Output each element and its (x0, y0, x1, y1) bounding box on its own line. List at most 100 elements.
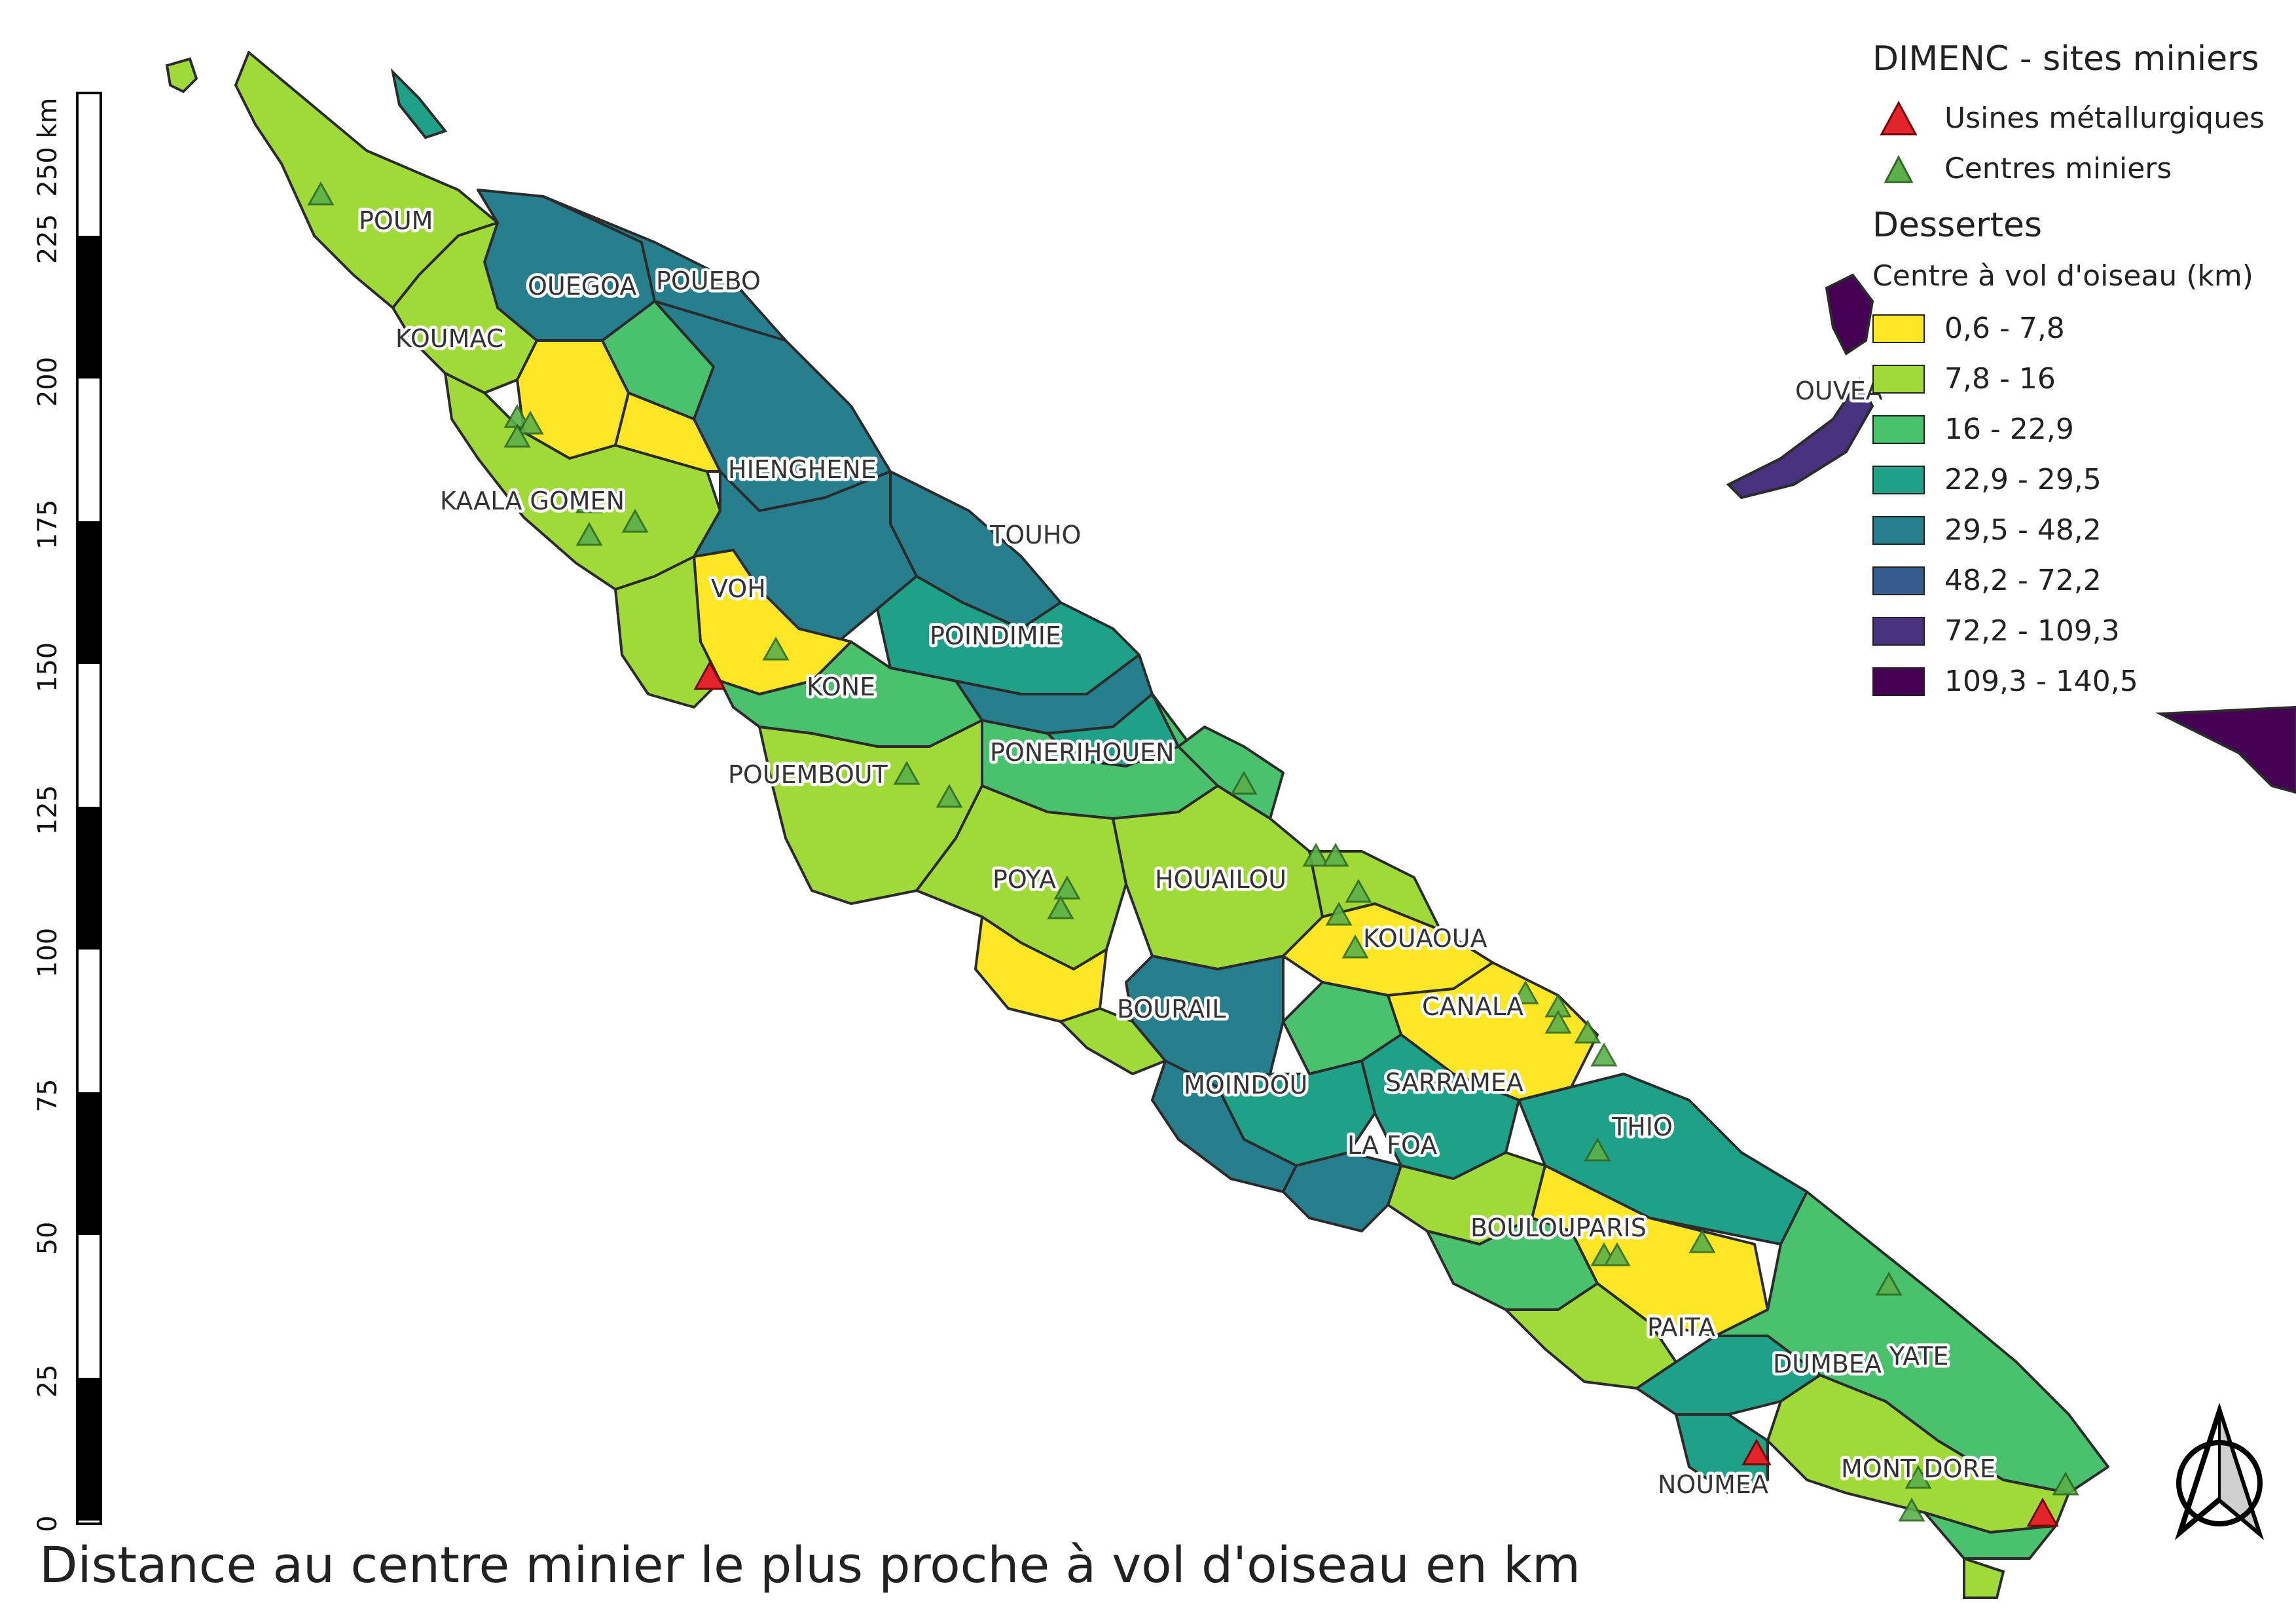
scale-segment (77, 1378, 101, 1521)
centre-marker[interactable] (893, 760, 920, 785)
map-title: Distance au centre minier le plus proche… (39, 1536, 1581, 1594)
centre-marker[interactable] (1875, 1271, 1903, 1296)
label-la-foa: LA FOA (1347, 1131, 1437, 1160)
scale-segment (77, 236, 101, 378)
island-balabio (390, 67, 448, 139)
legend-class-label: 0,6 - 7,8 (1944, 312, 2065, 345)
legend-swatch (1872, 415, 1925, 444)
legend-swatch (1872, 566, 1925, 595)
scale-segment (77, 1092, 101, 1235)
scale-segment (77, 521, 101, 664)
legend-item-usines: Usines métallurgiques (1872, 93, 2265, 143)
centre-marker[interactable] (503, 423, 531, 448)
centre-marker[interactable] (1302, 842, 1330, 867)
label-pouebo: POUEBO (656, 267, 761, 295)
label-pouembout: POUEMBOUT (728, 760, 888, 789)
legend-class-item: 29,5 - 48,2 (1872, 505, 2265, 555)
usine-marker[interactable] (2026, 1497, 2059, 1527)
label-kouaoua: KOUAOUA (1363, 924, 1487, 953)
scale-tick-label: 175 (33, 500, 63, 549)
centre-marker[interactable] (1341, 934, 1369, 959)
centre-marker[interactable] (307, 181, 335, 206)
centres-layer (307, 181, 2079, 1522)
legend-swatch (1872, 465, 1925, 494)
scale-segment (77, 807, 101, 950)
centre-marker[interactable] (575, 521, 603, 546)
label-kaala-gomen: KAALA GOMEN (440, 487, 625, 515)
label-bouloupars: BOULOUPARIS (1470, 1213, 1647, 1242)
label-voh: VOH (711, 574, 766, 603)
label-sarramea: SARRAMEA (1385, 1068, 1523, 1097)
legend-class-item: 109,3 - 140,5 (1872, 656, 2265, 707)
centre-marker[interactable] (575, 489, 603, 513)
commune-la-foa-ouest[interactable] (1282, 1151, 1402, 1232)
commune-noumea[interactable] (1675, 1413, 1769, 1494)
label-ouvea: OUVEA (1795, 377, 1883, 405)
commune-labels: POUM OUEGOA POUEBO KOUMAC HIENGHENE KAAL… (356, 204, 1999, 1502)
centre-marker[interactable] (1688, 1228, 1716, 1253)
centre-marker[interactable] (936, 783, 963, 808)
centre-marker[interactable] (1904, 1464, 1932, 1489)
label-bourail: BOURAIL (1117, 995, 1226, 1024)
scale-tick-label: 0 (33, 1515, 63, 1532)
island-ouvea (1726, 377, 1874, 500)
legend-class-label: 16 - 22,9 (1944, 413, 2074, 446)
scale-bar: 250 km 0 25 50 75 100 125 150 175 200 22… (33, 92, 102, 1532)
label-poindimie: POINDIMIE (930, 621, 1061, 650)
label-koumac: KOUMAC (395, 324, 503, 353)
scale-tick-label: 150 (33, 642, 63, 692)
legend-swatch (1872, 667, 1925, 696)
scale-tick-label: 25 (33, 1365, 63, 1398)
label-touho: TOUHO (989, 521, 1081, 549)
centre-marker[interactable] (1047, 895, 1074, 919)
red-triangle-icon (1880, 100, 1918, 135)
legend-class-item: 72,2 - 109,3 (1872, 606, 2265, 656)
centre-marker[interactable] (1053, 875, 1081, 900)
scale-tick-label: 75 (33, 1079, 63, 1113)
legend-class-item: 22,9 - 29,5 (1872, 454, 2265, 505)
centre-marker[interactable] (1345, 878, 1372, 903)
centre-marker[interactable] (1512, 980, 1539, 1005)
scale-unit-label: 250 km (33, 98, 63, 196)
green-triangle-icon (1884, 155, 1914, 183)
usines-layer (693, 660, 2059, 1527)
island-ile-des-pins (1963, 1557, 2005, 1599)
centre-marker[interactable] (2052, 1471, 2079, 1496)
centre-marker[interactable] (1898, 1497, 1925, 1522)
legend-swatch (1872, 616, 1925, 646)
centre-marker[interactable] (1544, 1009, 1572, 1034)
legend-class-label: 22,9 - 29,5 (1944, 463, 2102, 496)
commune-sud-vert[interactable] (1923, 1511, 2057, 1560)
legend: DIMENC - sites miniers Usines métallurgi… (1872, 39, 2265, 707)
centre-marker[interactable] (517, 410, 544, 435)
label-kone: KONE (807, 673, 875, 701)
centre-marker[interactable] (621, 508, 649, 533)
scale-tick-label: 200 (33, 357, 63, 407)
legend-classes: 0,6 - 7,8 7,8 - 16 16 - 22,9 22,9 - 29,5 29,… (1872, 303, 2265, 707)
centre-marker[interactable] (1584, 1137, 1611, 1162)
label-paita: PAITA (1647, 1313, 1715, 1342)
centre-marker[interactable] (1590, 1042, 1618, 1067)
centre-marker[interactable] (1603, 1242, 1631, 1266)
usine-marker[interactable] (693, 660, 726, 690)
centre-marker[interactable] (1325, 901, 1353, 926)
legend-swatch (1872, 364, 1925, 394)
centre-marker[interactable] (1322, 842, 1349, 867)
commune-koumac[interactable] (392, 221, 538, 394)
centre-marker[interactable] (762, 636, 790, 661)
legend-class-item: 16 - 22,9 (1872, 404, 2265, 454)
legend-class-item: 7,8 - 16 (1872, 354, 2265, 404)
commune-kaala-jaune[interactable] (614, 392, 721, 473)
legend-class-label: 72,2 - 109,3 (1944, 614, 2120, 648)
usine-marker[interactable] (1741, 1438, 1772, 1466)
north-arrow-icon (2174, 1403, 2265, 1540)
label-thio: THIO (1611, 1113, 1673, 1141)
legend-class-label: 109,3 - 140,5 (1944, 665, 2138, 698)
commune-houailou-vert[interactable] (1177, 726, 1285, 820)
label-poya: POYA (993, 865, 1056, 894)
label-yate: YATE (1889, 1342, 1949, 1371)
grande-terre-communes (234, 51, 2109, 1560)
centre-marker[interactable] (1574, 1019, 1601, 1044)
label-canala: CANALA (1422, 992, 1523, 1021)
centre-marker[interactable] (1230, 770, 1258, 795)
